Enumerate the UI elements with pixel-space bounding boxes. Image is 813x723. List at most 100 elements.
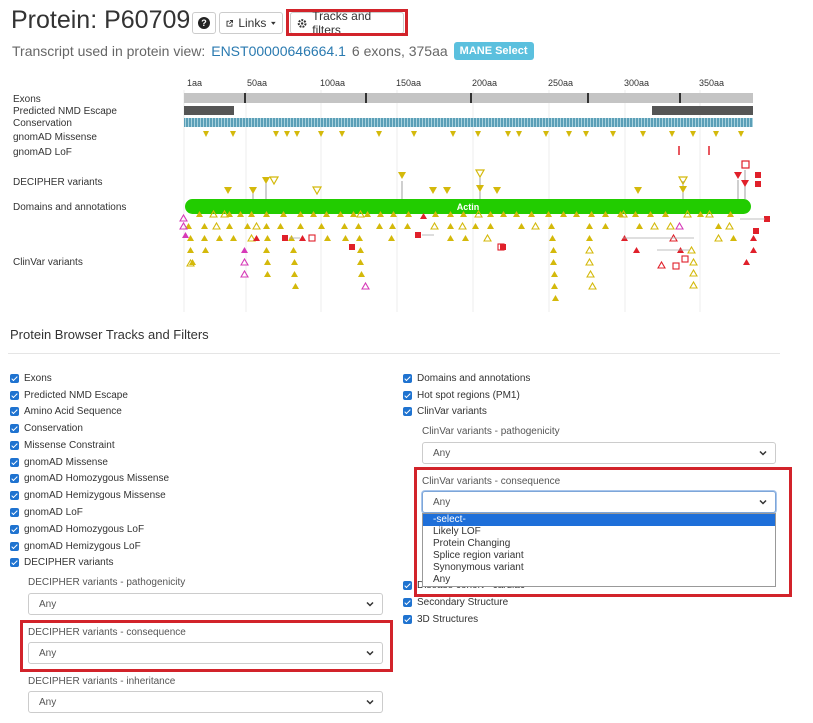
tick-label: 100aa	[320, 78, 345, 88]
mane-select-badge: MANE Select	[453, 42, 534, 60]
checkbox-mark	[10, 424, 19, 433]
tick-label: 150aa	[396, 78, 421, 88]
checkbox-domains[interactable]: Domains and annotations	[403, 373, 530, 384]
help-button[interactable]: ?	[192, 12, 216, 34]
decipher-consequence-label: DECIPHER variants - consequence	[28, 627, 186, 638]
checkbox-label: ClinVar variants	[417, 406, 487, 417]
clinvar-pathogenicity-label: ClinVar variants - pathogenicity	[422, 426, 560, 437]
checkbox-3d-structures[interactable]: 3D Structures	[403, 614, 478, 625]
checkbox-mark	[403, 598, 412, 607]
links-label: Links	[238, 16, 267, 30]
track-label-exons: Exons	[13, 94, 41, 105]
clinvar-pathogenicity-select[interactable]: Any	[422, 442, 776, 464]
select-value: Any	[39, 647, 57, 659]
tick-label: 350aa	[699, 78, 724, 88]
decipher-pathogenicity-label: DECIPHER variants - pathogenicity	[28, 577, 186, 588]
decipher-consequence-select[interactable]: Any	[28, 642, 383, 664]
external-link-icon	[226, 19, 234, 27]
track-label-gnomad-missense: gnomAD Missense	[13, 132, 97, 143]
select-value: Any	[433, 496, 451, 508]
checkbox-mark	[10, 441, 19, 450]
checkbox-label: Domains and annotations	[417, 373, 531, 384]
checkbox-missense-constraint[interactable]: Missense Constraint	[10, 440, 115, 451]
checkbox-label: Exons	[24, 373, 52, 384]
checkbox-mark	[403, 581, 412, 590]
checkbox-mark	[10, 491, 19, 500]
checkbox-gnomad-lof[interactable]: gnomAD LoF	[10, 507, 83, 518]
transcript-prefix: Transcript used in protein view:	[12, 43, 206, 59]
checkbox-mark	[10, 542, 19, 551]
checkbox-decipher[interactable]: DECIPHER variants	[10, 557, 113, 568]
checkbox-clinvar[interactable]: ClinVar variants	[403, 406, 487, 417]
track-label-nmd: Predicted NMD Escape	[13, 106, 117, 117]
svg-text:?: ?	[201, 18, 207, 28]
checkbox-mark	[10, 374, 19, 383]
dropdown-option[interactable]: Likely LOF	[433, 526, 481, 537]
conservation-track	[184, 118, 753, 127]
chevron-down-icon	[366, 650, 374, 656]
decipher-inheritance-select[interactable]: Any	[28, 691, 383, 713]
filters-divider	[8, 353, 780, 354]
checkbox-mark	[10, 458, 19, 467]
clinvar-consequence-label: ClinVar variants - consequence	[422, 476, 561, 487]
clinvar-consequence-dropdown[interactable]: -select- Likely LOF Protein Changing Spl…	[422, 513, 776, 587]
checkbox-gnomad-hom-missense[interactable]: gnomAD Homozygous Missense	[10, 473, 169, 484]
transcript-info: 6 exons, 375aa	[351, 43, 448, 59]
checkbox-label: gnomAD Homozygous LoF	[24, 524, 145, 535]
checkbox-label: gnomAD Missense	[24, 457, 108, 468]
protein-viewer[interactable]: 1aa 50aa 100aa 150aa 200aa 250aa 300aa 3…	[0, 0, 813, 320]
gear-icon	[297, 18, 307, 28]
exons-track	[184, 93, 753, 103]
question-circle-icon: ?	[198, 17, 210, 29]
checkbox-gnomad-hom-lof[interactable]: gnomAD Homozygous LoF	[10, 524, 144, 535]
decipher-track	[224, 160, 761, 199]
dropdown-option[interactable]: -select-	[423, 514, 775, 526]
dropdown-option[interactable]: Any	[433, 574, 451, 585]
checkbox-label: gnomAD LoF	[24, 507, 83, 518]
chevron-down-icon	[366, 601, 374, 607]
checkbox-mark	[10, 558, 19, 567]
checkbox-mark	[403, 407, 412, 416]
decipher-pathogenicity-select[interactable]: Any	[28, 593, 383, 615]
checkbox-label: Amino Acid Sequence	[24, 406, 122, 417]
checkbox-gnomad-hemi-lof[interactable]: gnomAD Hemizygous LoF	[10, 541, 141, 552]
decipher-inheritance-label: DECIPHER variants - inheritance	[28, 676, 176, 687]
axis-ticks: 1aa 50aa 100aa 150aa 200aa 250aa 300aa 3…	[187, 78, 724, 88]
checkbox-label: Missense Constraint	[24, 440, 115, 451]
gnomad-missense-track	[203, 131, 744, 137]
gnomad-lof-track	[678, 146, 710, 155]
tick-label: 250aa	[548, 78, 573, 88]
tick-label: 300aa	[624, 78, 649, 88]
dropdown-option[interactable]: Splice region variant	[433, 550, 524, 561]
checkbox-exons[interactable]: Exons	[10, 373, 52, 384]
checkbox-mark	[10, 525, 19, 534]
checkbox-secondary-structure[interactable]: Secondary Structure	[403, 597, 508, 608]
links-button[interactable]: Links	[219, 12, 283, 34]
dropdown-option[interactable]: Synonymous variant	[433, 562, 524, 573]
checkbox-gnomad-hemi-missense[interactable]: gnomAD Hemizygous Missense	[10, 490, 166, 501]
checkbox-hotspot[interactable]: Hot spot regions (PM1)	[403, 390, 520, 401]
chevron-down-icon	[759, 499, 767, 505]
checkbox-label: Predicted NMD Escape	[24, 390, 128, 401]
checkbox-conservation[interactable]: Conservation	[10, 423, 83, 434]
dropdown-option[interactable]: Protein Changing	[433, 538, 511, 549]
clinvar-consequence-highlight	[414, 467, 792, 597]
checkbox-mark	[403, 615, 412, 624]
clinvar-consequence-select[interactable]: Any	[422, 491, 776, 513]
transcript-line: Transcript used in protein view: ENST000…	[12, 42, 534, 60]
chevron-down-icon	[759, 450, 767, 456]
tick-label: 50aa	[247, 78, 267, 88]
page-header: Protein: P60709	[11, 6, 190, 35]
caret-down-icon	[271, 21, 276, 25]
decipher-consequence-highlight	[20, 620, 393, 672]
checkbox-nmd[interactable]: Predicted NMD Escape	[10, 390, 128, 401]
checkbox-aa-sequence[interactable]: Amino Acid Sequence	[10, 406, 122, 417]
domain-actin[interactable]	[185, 199, 751, 214]
select-value: Any	[39, 598, 57, 610]
checkbox-mark	[10, 407, 19, 416]
page-title: Protein: P60709	[11, 6, 191, 34]
transcript-link[interactable]: ENST00000646664.1	[211, 43, 346, 59]
tracks-filters-button[interactable]: Tracks and filters	[290, 9, 404, 37]
checkbox-gnomad-missense[interactable]: gnomAD Missense	[10, 457, 108, 468]
checkbox-mark	[10, 474, 19, 483]
